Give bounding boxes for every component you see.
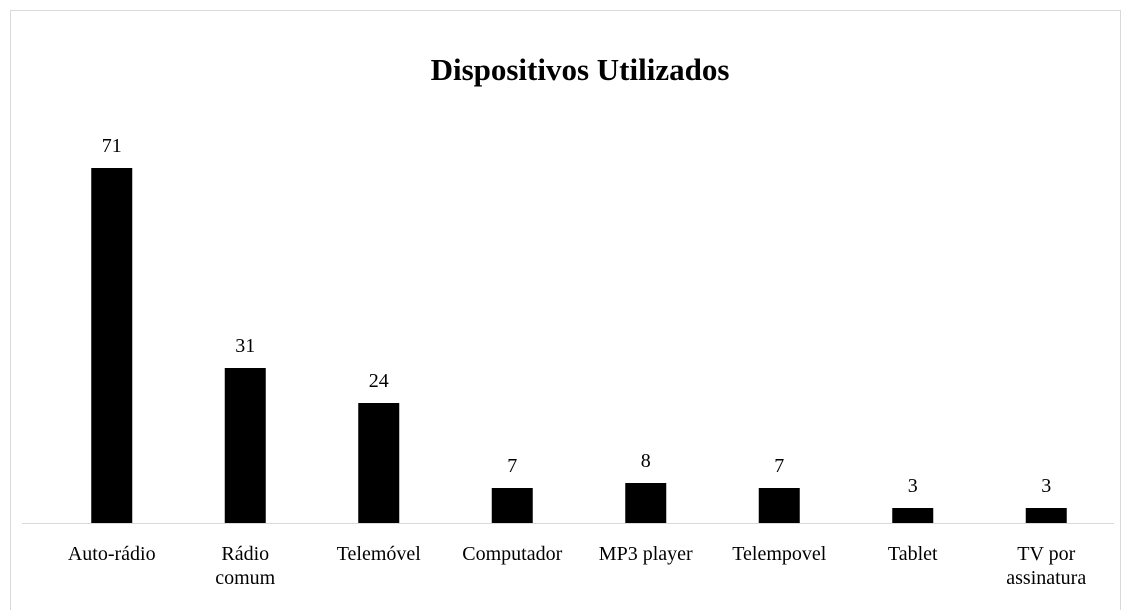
- x-tick-label: TV por assinatura: [1006, 543, 1087, 589]
- x-tick-label: Telemóvel: [336, 543, 421, 565]
- x-tick-label: Rádio comum: [215, 543, 276, 589]
- data-label: 7: [774, 455, 784, 477]
- bar: [224, 368, 266, 523]
- bar: [625, 483, 667, 523]
- x-tick-label: MP3 player: [598, 543, 693, 565]
- x-tick-label: Auto-rádio: [67, 543, 156, 565]
- bar: [491, 488, 533, 523]
- data-label: 24: [369, 370, 389, 392]
- data-label: 3: [1041, 475, 1051, 497]
- chart-title: Dispositivos Utilizados: [431, 52, 730, 87]
- data-label: 71: [102, 135, 122, 157]
- bar: [892, 508, 934, 523]
- bar: [91, 168, 133, 523]
- data-label: 8: [641, 450, 651, 472]
- data-label: 7: [507, 455, 517, 477]
- data-label: 31: [235, 335, 255, 357]
- bar: [358, 403, 400, 523]
- bar: [758, 488, 800, 523]
- bar: [1025, 508, 1067, 523]
- x-tick-label: Computador: [462, 543, 563, 565]
- chart-frame: [10, 10, 1121, 610]
- x-tick-label: Tablet: [887, 543, 938, 565]
- data-label: 3: [908, 475, 918, 497]
- x-tick-label: Telempovel: [732, 543, 827, 565]
